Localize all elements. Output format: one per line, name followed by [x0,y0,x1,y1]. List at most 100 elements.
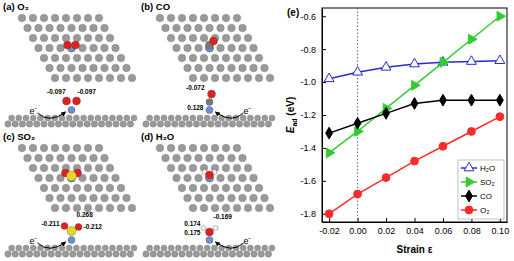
atom [189,164,197,172]
atom [117,245,123,251]
atom [244,184,252,192]
atom [90,174,98,182]
atom [95,14,103,22]
y-tick: -0.6 [300,12,326,22]
atom [244,54,252,62]
y-tick-label: -1.0 [300,77,316,87]
plot-frame [322,8,507,222]
atom [233,164,241,172]
atom [109,115,115,121]
atom [29,144,37,152]
atom [55,121,61,127]
atom [222,204,230,212]
series-point [496,113,504,121]
molecule-atom [208,90,216,98]
atom [236,251,242,257]
y-tick: -1.6 [300,176,326,186]
atom [244,34,252,42]
series-line [329,16,500,153]
atom [95,245,101,251]
molecule-atom [72,41,80,49]
legend-marker [464,162,474,171]
atom [57,194,65,202]
atom [228,154,236,162]
atom [62,121,68,127]
atom [200,144,208,152]
x-tick-label: 0.06 [435,226,453,236]
atom [154,115,160,121]
y-axis-title: Ead (eV) [285,97,298,134]
atom [84,121,90,127]
atom [84,164,92,172]
atom [95,204,103,212]
electron-arrow [38,112,66,118]
atom [95,115,101,121]
x-tick-label: 0.10 [492,226,510,236]
legend-label: SO₂ [480,178,495,187]
y-tick: -1.4 [300,143,326,153]
atom [183,245,189,251]
molecule-atom [67,171,77,181]
atom [172,251,178,257]
atom [117,74,125,82]
atom [35,154,43,162]
atom [167,34,175,42]
atom [106,121,112,127]
atom [206,154,214,162]
electron-label: e⁻ [29,236,37,246]
charge-label: -0.212 [84,223,103,230]
atom [40,14,48,22]
atom [244,204,252,212]
charge-label: 0.175 [184,229,201,236]
atom [222,34,230,42]
atom [34,121,40,127]
atom [208,251,214,257]
atom [239,194,247,202]
atom [79,44,87,52]
atom [101,154,109,162]
atom [156,14,164,22]
atom [233,74,241,82]
dopant-atom [206,237,213,244]
atom [164,251,170,257]
atom [9,115,15,121]
charge-label: 0.174 [184,220,201,227]
atom [255,184,263,192]
atom [250,174,258,182]
x-tick-mark [329,218,330,222]
atom [233,34,241,42]
atom [190,115,196,121]
atom [46,194,54,202]
charge-label: -0.211 [41,220,59,227]
atom [200,204,208,212]
atom [251,121,257,127]
legend-label: CO [480,192,492,201]
series-point [383,107,390,119]
atom [255,115,261,121]
atom [128,204,136,212]
atom [184,24,192,32]
molecule-atom [213,226,218,231]
y-tick-mark [322,181,326,182]
atom [228,64,236,72]
atom [95,74,103,82]
atom [200,121,206,127]
atom [215,121,221,127]
atom [269,115,275,121]
atom [16,115,22,121]
structure-panel: e⁻-0.097-0.097(a) O₂ [3,1,137,127]
series-point [410,58,420,67]
atom [90,24,98,32]
atom [102,245,108,251]
atom [147,245,153,251]
x-tick-label: 0.04 [406,226,424,236]
atom [157,251,163,257]
atom [131,115,137,121]
atom [117,115,123,121]
atom [120,251,126,257]
atom [113,121,119,127]
y-tick-mark [322,16,326,17]
x-tick-mark [415,218,416,222]
legend-marker [465,206,473,214]
atom [23,115,29,121]
